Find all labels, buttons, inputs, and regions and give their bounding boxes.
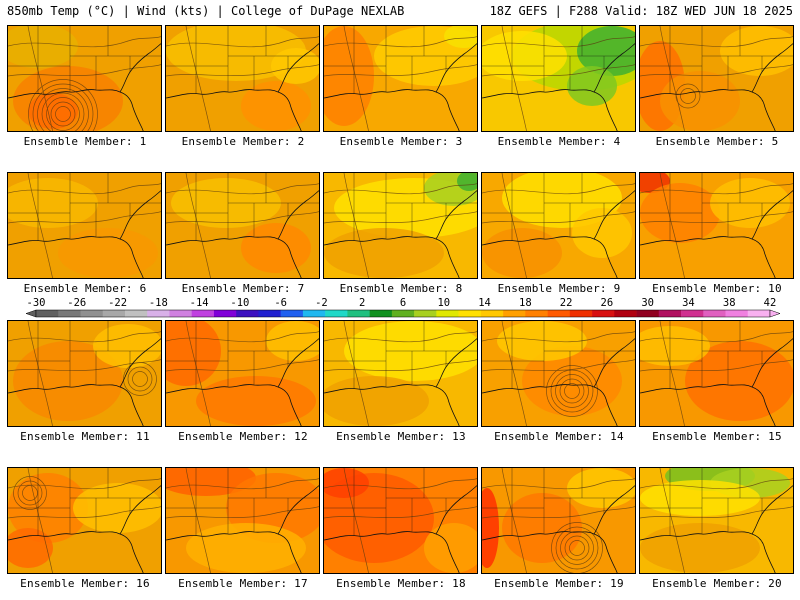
ensemble-member-label: Ensemble Member: 18 <box>336 577 466 590</box>
ensemble-member-map-8 <box>323 172 478 279</box>
colorbar-tick-label: 42 <box>764 297 777 309</box>
colorbar-tick-label: 18 <box>519 297 532 309</box>
ensemble-member-map-4 <box>481 25 636 132</box>
colorbar-max-arrow <box>769 309 781 318</box>
colorbar-swatch <box>480 310 504 317</box>
colorbar-swatch <box>258 310 281 317</box>
colorbar-tick-label: 30 <box>641 297 654 309</box>
colorbar-tick-label: 6 <box>400 297 406 309</box>
colorbar-swatch <box>280 310 304 317</box>
ensemble-member-map-3 <box>323 25 478 132</box>
ensemble-member-map-15 <box>639 320 794 427</box>
colorbar-swatch <box>347 310 370 317</box>
ensemble-member-map-19 <box>481 467 636 574</box>
ensemble-member-map-11 <box>7 320 162 427</box>
ensemble-member-label: Ensemble Member: 11 <box>20 430 150 443</box>
ensemble-member-label: Ensemble Member: 5 <box>655 135 779 148</box>
colorbar-swatch <box>124 310 148 317</box>
colorbar-swatch <box>636 310 660 317</box>
colorbar-swatch <box>191 310 215 317</box>
ensemble-member-map-17 <box>165 467 320 574</box>
ensemble-member-label: Ensemble Member: 20 <box>652 577 782 590</box>
ensemble-member-map-18 <box>323 467 478 574</box>
colorbar-swatch <box>58 310 81 317</box>
ensemble-member-map-14 <box>481 320 636 427</box>
colorbar-swatch <box>391 310 415 317</box>
colorbar-swatch <box>503 310 526 317</box>
colorbar-tick-label: -22 <box>108 297 127 309</box>
ensemble-member-label: Ensemble Member: 8 <box>339 282 463 295</box>
colorbar-swatch <box>725 310 749 317</box>
ensemble-member-label: Ensemble Member: 1 <box>23 135 147 148</box>
ensemble-member-map-12 <box>165 320 320 427</box>
colorbar-swatch <box>325 310 348 317</box>
ensemble-member-map-6 <box>7 172 162 279</box>
map-title: 850mb Temp (°C) | Wind (kts) | College o… <box>7 4 405 18</box>
colorbar-min-arrow <box>25 309 37 318</box>
colorbar-tick-label: -6 <box>274 297 287 309</box>
colorbar-tick-label: 14 <box>478 297 491 309</box>
ensemble-member-map-1 <box>7 25 162 132</box>
colorbar-swatch <box>747 310 771 317</box>
colorbar-tick-label: 2 <box>359 297 365 309</box>
ensemble-member-label: Ensemble Member: 12 <box>178 430 308 443</box>
colorbar-swatch <box>369 310 393 317</box>
colorbar-tick-label: 10 <box>437 297 450 309</box>
colorbar-tick-label: -30 <box>27 297 46 309</box>
ensemble-member-label: Ensemble Member: 17 <box>178 577 308 590</box>
ensemble-member-label: Ensemble Member: 6 <box>23 282 147 295</box>
ensemble-member-map-7 <box>165 172 320 279</box>
ensemble-member-label: Ensemble Member: 15 <box>652 430 782 443</box>
colorbar-swatch <box>525 310 548 317</box>
ensemble-member-map-20 <box>639 467 794 574</box>
colorbar-tick-label: 34 <box>682 297 695 309</box>
colorbar-swatch <box>236 310 259 317</box>
colorbar-swatch <box>80 310 104 317</box>
colorbar-swatch <box>36 310 59 317</box>
ensemble-member-label: Ensemble Member: 4 <box>497 135 621 148</box>
colorbar-tick-label: -18 <box>149 297 168 309</box>
colorbar-swatch <box>147 310 170 317</box>
ensemble-member-map-16 <box>7 467 162 574</box>
model-run-info: 18Z GEFS | F288 Valid: 18Z WED JUN 18 20… <box>489 4 793 18</box>
colorbar-swatch <box>547 310 571 317</box>
colorbar-tick-label: 26 <box>601 297 614 309</box>
colorbar-swatch <box>102 310 126 317</box>
temperature-color-scale: -30 -26 -22 -18 -14 -10 -6 -2 2 6 10 14 18 22 26 30 34 38… <box>25 297 781 318</box>
colorbar-tick-label: 22 <box>560 297 573 309</box>
colorbar-swatch <box>614 310 637 317</box>
colorbar-swatch <box>569 310 593 317</box>
colorbar-swatch <box>458 310 482 317</box>
ensemble-member-label: Ensemble Member: 7 <box>181 282 305 295</box>
colorbar-swatch <box>414 310 437 317</box>
colorbar-tick-label: -2 <box>315 297 328 309</box>
ensemble-member-map-13 <box>323 320 478 427</box>
colorbar-tick-label: -10 <box>230 297 249 309</box>
ensemble-member-map-2 <box>165 25 320 132</box>
colorbar-tick-label: -26 <box>67 297 86 309</box>
ensemble-member-map-5 <box>639 25 794 132</box>
colorbar-swatch <box>592 310 615 317</box>
ensemble-member-label: Ensemble Member: 16 <box>20 577 150 590</box>
colorbar-swatch <box>213 310 237 317</box>
colorbar-swatch <box>302 310 326 317</box>
colorbar-swatch <box>681 310 704 317</box>
ensemble-member-map-9 <box>481 172 636 279</box>
colorbar-swatch <box>658 310 682 317</box>
colorbar-swatch <box>703 310 726 317</box>
colorbar-tick-label: 38 <box>723 297 736 309</box>
ensemble-member-label: Ensemble Member: 2 <box>181 135 305 148</box>
ensemble-member-label: Ensemble Member: 3 <box>339 135 463 148</box>
ensemble-member-label: Ensemble Member: 9 <box>497 282 621 295</box>
colorbar-tick-label: -14 <box>190 297 209 309</box>
ensemble-member-map-10 <box>639 172 794 279</box>
ensemble-member-label: Ensemble Member: 19 <box>494 577 624 590</box>
ensemble-member-label: Ensemble Member: 13 <box>336 430 466 443</box>
ensemble-member-label: Ensemble Member: 10 <box>652 282 782 295</box>
colorbar-swatch <box>169 310 192 317</box>
ensemble-member-label: Ensemble Member: 14 <box>494 430 624 443</box>
colorbar-swatch <box>436 310 459 317</box>
